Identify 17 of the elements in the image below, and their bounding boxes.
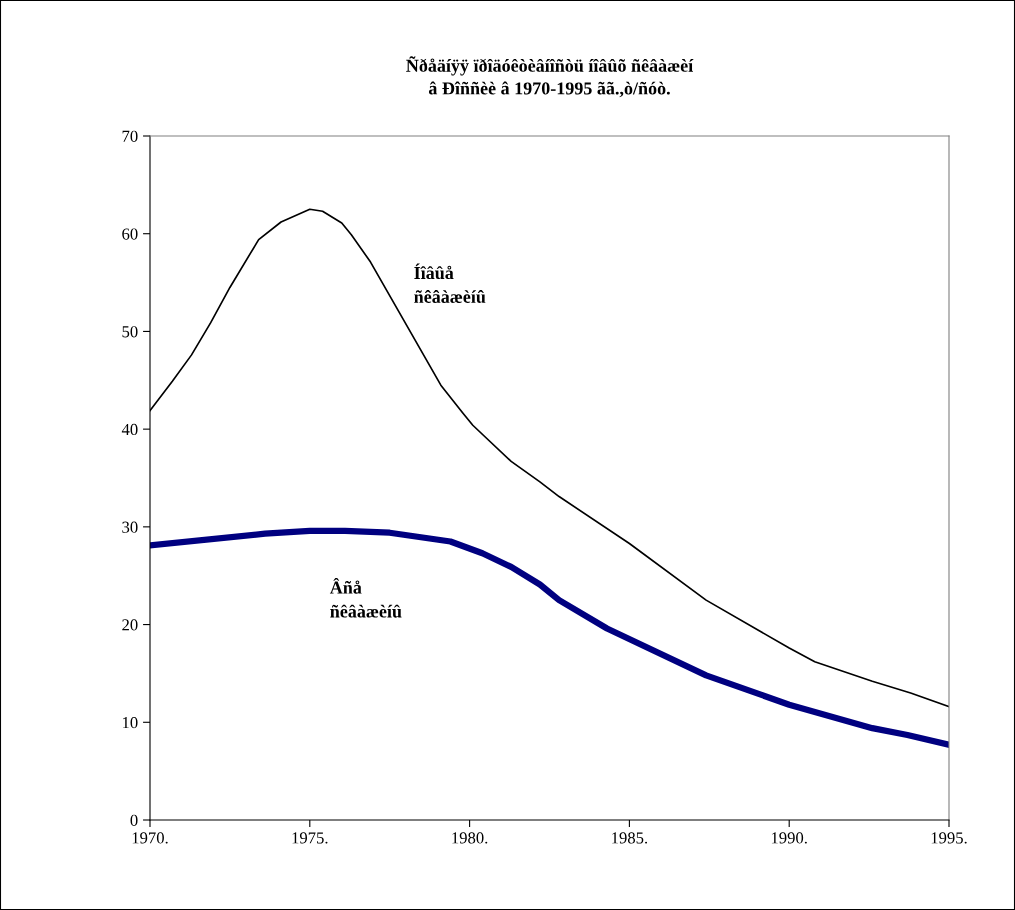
chart-title: Ñðåäíÿÿ ïðîäóêòèâíîñòü íîâûõ ñêâàæèí â Ðîññèè â 1970-1995 ãã.,ò/ñóò. bbox=[406, 56, 694, 98]
y-tick-label: 10 bbox=[122, 716, 138, 729]
y-tick-label: 30 bbox=[122, 521, 138, 533]
text: Âñå ñêâàæèíû bbox=[329, 577, 402, 618]
x-tick-label: 1970. bbox=[132, 832, 168, 844]
y-tick-label: 70 bbox=[122, 130, 138, 142]
y-tick-label: 20 bbox=[122, 619, 138, 631]
x-tick-label: 1975. bbox=[292, 832, 328, 844]
x-tick-label: 1995. bbox=[931, 832, 967, 844]
x-tick-label: 1985. bbox=[612, 832, 648, 844]
x-tick-label: 1980. bbox=[452, 832, 488, 844]
y-tick-label: 0 bbox=[130, 814, 138, 826]
series-label: Íîâûå ñêâàæèíû bbox=[414, 263, 486, 303]
x-tick-label: 1990. bbox=[771, 832, 807, 844]
y-tick-label: 40 bbox=[121, 423, 138, 436]
y-tick-label: 60 bbox=[122, 228, 138, 240]
y-tick-label: 50 bbox=[122, 326, 138, 338]
